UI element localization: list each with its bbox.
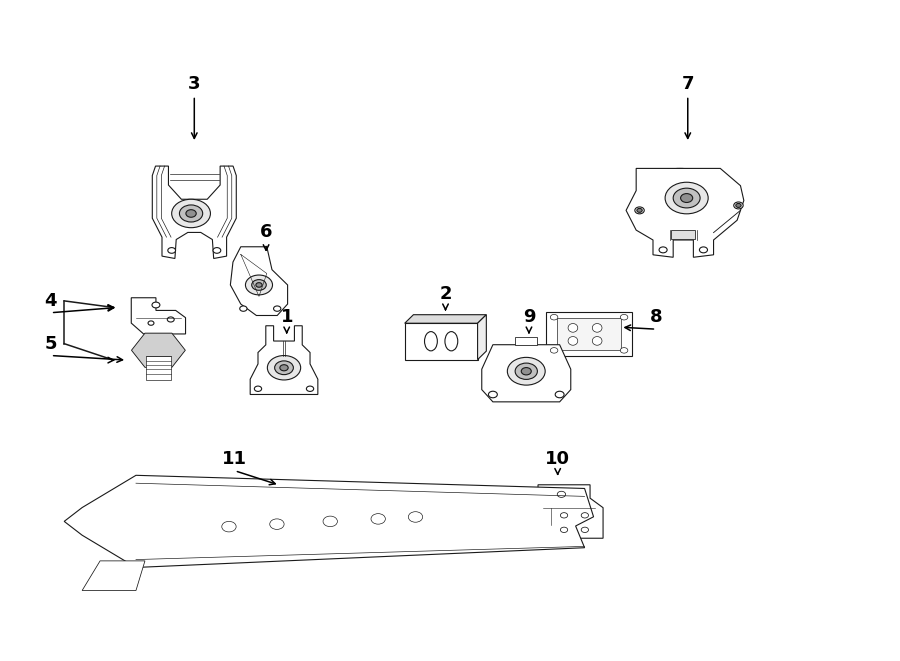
Text: 7: 7 <box>681 75 694 93</box>
Circle shape <box>734 202 743 209</box>
Polygon shape <box>230 247 288 315</box>
Polygon shape <box>405 315 486 323</box>
Polygon shape <box>671 230 696 239</box>
Circle shape <box>699 247 707 253</box>
Circle shape <box>508 358 545 385</box>
Circle shape <box>246 275 273 295</box>
Text: 11: 11 <box>222 450 248 468</box>
Circle shape <box>561 527 568 533</box>
Circle shape <box>179 205 203 222</box>
Polygon shape <box>152 166 237 258</box>
Circle shape <box>581 513 589 518</box>
Polygon shape <box>482 345 571 402</box>
Polygon shape <box>131 333 185 368</box>
Circle shape <box>561 513 568 518</box>
Circle shape <box>148 321 154 325</box>
Text: 4: 4 <box>44 292 57 310</box>
Circle shape <box>274 306 281 311</box>
Circle shape <box>550 315 558 320</box>
Text: 5: 5 <box>44 334 57 353</box>
Circle shape <box>255 386 262 391</box>
Circle shape <box>280 365 288 371</box>
Polygon shape <box>515 336 537 345</box>
Circle shape <box>213 248 220 253</box>
Circle shape <box>267 356 301 380</box>
Circle shape <box>637 208 643 212</box>
Circle shape <box>634 207 644 214</box>
Circle shape <box>736 204 741 208</box>
Circle shape <box>673 188 700 208</box>
Ellipse shape <box>425 332 437 351</box>
Circle shape <box>550 348 558 353</box>
Circle shape <box>221 522 236 532</box>
Polygon shape <box>478 315 486 360</box>
Circle shape <box>274 361 293 375</box>
Circle shape <box>581 527 589 533</box>
Circle shape <box>323 516 338 527</box>
Circle shape <box>172 199 211 227</box>
Circle shape <box>620 315 628 320</box>
Circle shape <box>252 280 266 290</box>
Text: 10: 10 <box>545 450 571 468</box>
Circle shape <box>515 363 537 379</box>
Ellipse shape <box>568 323 578 332</box>
Text: 3: 3 <box>188 75 201 93</box>
Circle shape <box>152 302 160 308</box>
Polygon shape <box>131 297 185 334</box>
Circle shape <box>409 512 423 522</box>
Polygon shape <box>538 485 603 538</box>
Text: 1: 1 <box>281 308 293 327</box>
Circle shape <box>167 248 176 253</box>
Circle shape <box>306 386 314 391</box>
Circle shape <box>555 391 564 398</box>
Polygon shape <box>147 356 170 380</box>
Text: 8: 8 <box>650 308 662 327</box>
Circle shape <box>270 519 284 529</box>
Polygon shape <box>546 312 632 356</box>
Ellipse shape <box>445 332 458 351</box>
Polygon shape <box>626 169 743 257</box>
Circle shape <box>256 283 262 288</box>
Circle shape <box>557 491 565 497</box>
Circle shape <box>186 210 196 217</box>
Circle shape <box>489 391 498 398</box>
Circle shape <box>680 194 693 202</box>
Circle shape <box>665 182 708 214</box>
Circle shape <box>659 247 667 253</box>
Circle shape <box>620 348 628 353</box>
Polygon shape <box>64 475 594 567</box>
Polygon shape <box>82 561 145 590</box>
Ellipse shape <box>592 323 602 332</box>
Text: 9: 9 <box>523 308 536 327</box>
Polygon shape <box>557 318 621 350</box>
Circle shape <box>371 514 385 524</box>
Polygon shape <box>405 323 478 360</box>
Circle shape <box>521 368 531 375</box>
Circle shape <box>239 306 247 311</box>
Ellipse shape <box>592 336 602 345</box>
Text: 6: 6 <box>260 223 273 241</box>
Ellipse shape <box>568 336 578 345</box>
Text: 2: 2 <box>439 286 452 303</box>
Circle shape <box>167 317 175 322</box>
Polygon shape <box>250 326 318 395</box>
